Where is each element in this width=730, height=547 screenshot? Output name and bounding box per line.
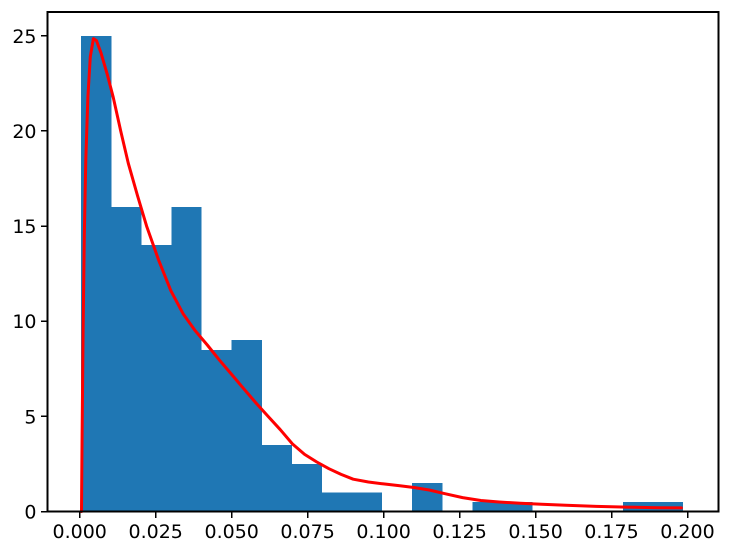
x-tick-label: 0.000 (52, 521, 106, 543)
histogram-bar (352, 492, 383, 512)
y-tick-label: 25 (12, 26, 36, 48)
histogram-bars (81, 35, 683, 512)
x-tick-label: 0.125 (432, 521, 486, 543)
y-tick-label: 10 (12, 311, 36, 333)
x-tick-label: 0.025 (128, 521, 182, 543)
y-tick-label: 20 (12, 121, 36, 143)
x-tick-label: 0.200 (660, 521, 714, 543)
histogram-bar (291, 463, 322, 512)
fit-curve-path (80, 37, 683, 513)
y-tick-labels: 0 5 10 15 20 25 (12, 26, 36, 524)
x-tick-label: 0.175 (584, 521, 638, 543)
histogram-bar (321, 492, 353, 512)
histogram-bar (231, 340, 262, 512)
x-tick-labels: 0.000 0.025 0.050 0.075 0.100 0.125 0.150 0.175… (52, 521, 714, 543)
histogram-bar (171, 207, 202, 512)
histogram-bar (261, 444, 292, 512)
x-tick-label: 0.150 (508, 521, 562, 543)
x-tick-label: 0.075 (280, 521, 334, 543)
x-tick-label: 0.100 (356, 521, 410, 543)
histogram-bar (502, 501, 533, 512)
y-tick-label: 15 (12, 216, 36, 238)
fit-curve (80, 37, 683, 513)
histogram-bar (141, 245, 172, 512)
y-tick-label: 5 (24, 406, 36, 428)
histogram-bar (472, 501, 503, 512)
x-tick-label: 0.050 (204, 521, 258, 543)
histogram-bar (111, 207, 142, 512)
axes (41, 11, 720, 518)
y-tick-label: 0 (24, 502, 36, 524)
histogram-bar (81, 35, 112, 512)
histogram-bar (201, 349, 232, 512)
